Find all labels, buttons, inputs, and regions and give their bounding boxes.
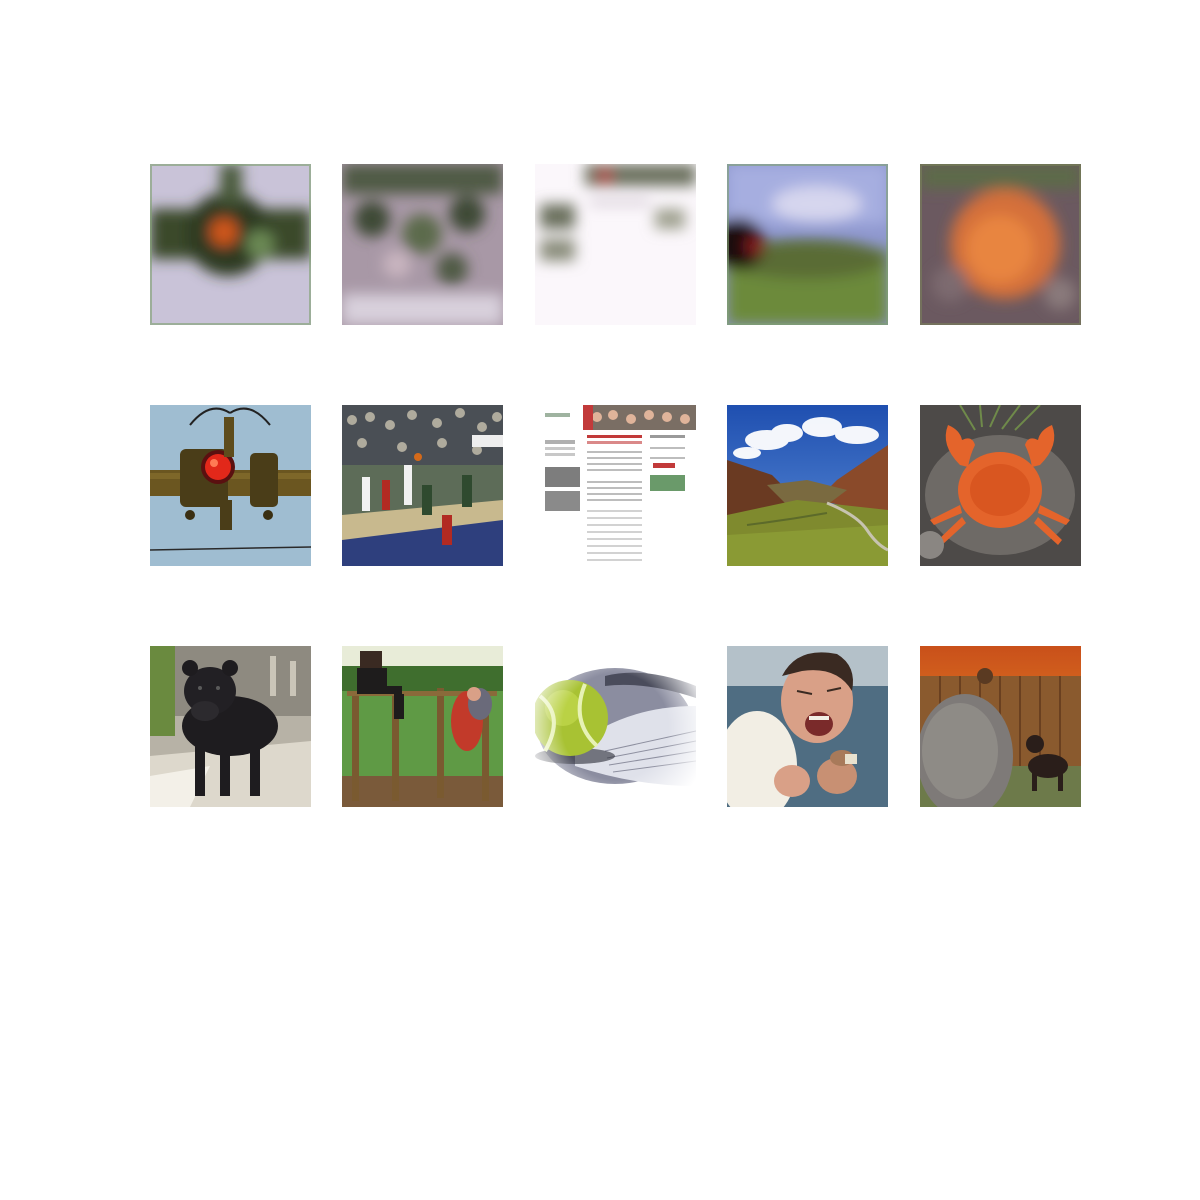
thumbnail-blurred-webpage — [535, 164, 696, 325]
thumbnail-playground-bars — [342, 646, 503, 807]
thumbnail-blurred-crab — [920, 164, 1081, 325]
thumbnail-black-dog — [150, 646, 311, 807]
thumbnail-traffic-light — [150, 405, 311, 566]
thumbnail-tennis-ball — [535, 646, 696, 807]
thumbnail-man-eating — [727, 646, 888, 807]
thumbnail-blurred-traffic-light — [150, 164, 311, 325]
thumbnail-crab — [920, 405, 1081, 566]
thumbnail-blurred-basketball-game — [342, 164, 503, 325]
thumbnail-valley — [727, 405, 888, 566]
thumbnail-blurred-valley — [727, 164, 888, 325]
thumbnail-basketball-game — [342, 405, 503, 566]
thumbnail-dog-at-fence — [920, 646, 1081, 807]
thumbnail-webpage — [535, 405, 696, 566]
